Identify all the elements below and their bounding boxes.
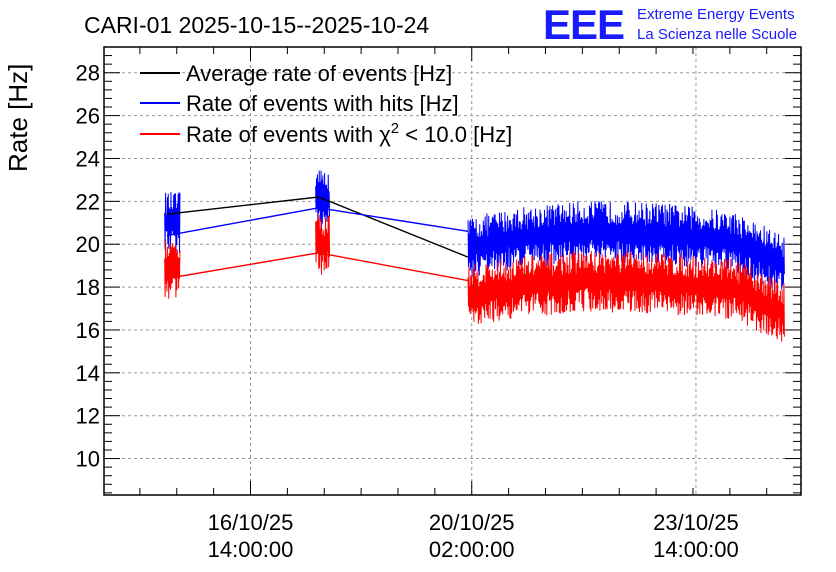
axes: 1012141618202224262816/10/2514:00:0020/1… xyxy=(76,46,802,562)
y-tick-label-10: 10 xyxy=(76,447,100,472)
legend: Average rate of events [Hz] Rate of event… xyxy=(140,61,512,147)
series-line-0 xyxy=(166,196,469,258)
blue-fluctuation-segment-0 xyxy=(164,192,181,253)
x-tick-label-date-0: 16/10/25 xyxy=(208,510,294,535)
legend-label-2: Rate of events with χ2 < 10.0 [Hz] xyxy=(186,120,512,147)
y-tick-label-22: 22 xyxy=(76,189,100,214)
logo-line-2: La Scienza nelle Scuole xyxy=(637,26,797,43)
y-tick-label-26: 26 xyxy=(76,104,100,129)
red-fluctuation-segment-1 xyxy=(315,214,331,275)
logo-mark: EEE xyxy=(543,1,624,48)
legend-label-0: Average rate of events [Hz] xyxy=(186,61,452,86)
grid xyxy=(104,47,801,495)
x-tick-label-time-0: 14:00:00 xyxy=(208,537,294,562)
y-tick-label-20: 20 xyxy=(76,232,100,257)
series-layer xyxy=(166,196,469,282)
series-line-2 xyxy=(166,252,469,282)
logo-line-1: Extreme Energy Events xyxy=(637,6,795,23)
y-axis-label: Rate [Hz] xyxy=(3,64,33,172)
eee-logo: EEE Extreme Energy Events La Scienza nel… xyxy=(543,1,797,48)
x-tick-label-date-1: 20/10/25 xyxy=(429,510,515,535)
chart-title: CARI-01 2025-10-15--2025-10-24 xyxy=(84,12,429,38)
data-layer xyxy=(164,170,785,342)
x-tick-label-time-1: 02:00:00 xyxy=(429,537,515,562)
blue-fluctuation-segment-1 xyxy=(315,170,331,230)
x-tick-label-date-2: 23/10/25 xyxy=(653,510,739,535)
y-tick-label-16: 16 xyxy=(76,318,100,343)
red-fluctuation-segment-2 xyxy=(467,250,785,342)
y-tick-label-28: 28 xyxy=(76,61,100,86)
blue-fluctuation-segment-2 xyxy=(467,200,785,294)
series-line-1 xyxy=(166,207,469,237)
plot-frame xyxy=(103,46,802,496)
y-tick-label-14: 14 xyxy=(76,361,100,386)
red-fluctuation-segment-0 xyxy=(164,239,181,299)
x-tick-label-time-2: 14:00:00 xyxy=(653,537,739,562)
y-tick-label-18: 18 xyxy=(76,275,100,300)
legend-label-1: Rate of events with hits [Hz] xyxy=(186,91,459,116)
y-tick-label-12: 12 xyxy=(76,404,100,429)
y-tick-label-24: 24 xyxy=(76,146,100,171)
